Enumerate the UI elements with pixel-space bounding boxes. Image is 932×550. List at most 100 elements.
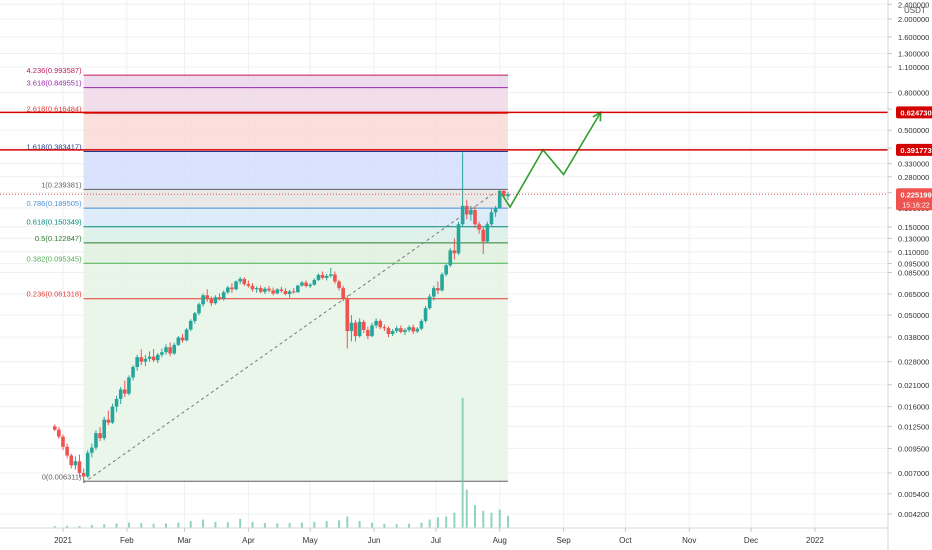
fib-zone bbox=[83, 151, 508, 190]
candle-body bbox=[193, 313, 197, 321]
price-tick-label: 0.050000 bbox=[898, 311, 929, 320]
volume-bar bbox=[165, 523, 167, 528]
volume-bar bbox=[103, 524, 106, 528]
candle-body bbox=[316, 274, 321, 280]
candle-body bbox=[287, 291, 292, 295]
time-axis[interactable]: 2021 Feb Mar Apr May Jun Jul Aug Sep Oct Nov Dec 202… bbox=[0, 527, 888, 545]
candle-body bbox=[160, 352, 164, 355]
volume-bar bbox=[490, 512, 493, 528]
volume-bar bbox=[115, 523, 118, 528]
candle-body bbox=[440, 274, 444, 291]
candle-body bbox=[258, 288, 263, 292]
volume-bar bbox=[66, 525, 69, 528]
candle-body bbox=[155, 354, 160, 361]
fibonacci-retracement[interactable]: 4.236(0.993587) 3.618(0.849551) 2.618(0.61… bbox=[27, 66, 508, 482]
candle-body bbox=[300, 282, 304, 286]
horizontal-level-badge bbox=[896, 106, 932, 119]
price-tick-label: 0.280000 bbox=[898, 173, 929, 182]
current-price-label: 0.225199 bbox=[900, 190, 931, 199]
horizontal-level-label: 0.624730 bbox=[900, 108, 931, 117]
price-tick-label: 0.004200 bbox=[898, 510, 929, 519]
volume-bar bbox=[152, 523, 155, 528]
volume-bar bbox=[358, 521, 361, 528]
price-badges: 0.624730 0.391773 0.225199 15:16:22 bbox=[896, 106, 932, 211]
candle-body bbox=[386, 328, 391, 335]
candle-countdown: 15:16:22 bbox=[902, 202, 929, 209]
candle-body bbox=[411, 327, 415, 332]
candle-body bbox=[106, 419, 111, 423]
candle-body bbox=[275, 289, 280, 294]
candle-body bbox=[52, 426, 57, 430]
candle-body bbox=[460, 205, 465, 225]
candle-body bbox=[139, 357, 144, 362]
candle-body bbox=[378, 320, 383, 328]
volume-bar bbox=[276, 523, 279, 528]
volume-bar bbox=[506, 515, 509, 528]
candle-body bbox=[390, 331, 395, 335]
time-tick-label: Jul bbox=[431, 536, 441, 545]
candle-body bbox=[57, 429, 61, 437]
volume-bar bbox=[263, 523, 266, 528]
current-price-badge bbox=[896, 188, 932, 211]
price-tick-label: 1.600000 bbox=[898, 33, 929, 42]
time-tick-label: Mar bbox=[178, 536, 192, 545]
candle-body bbox=[320, 274, 325, 278]
time-tick-label: Sep bbox=[556, 536, 571, 545]
fib-level-label: 1(0.239381) bbox=[41, 180, 82, 189]
candle-body bbox=[226, 287, 230, 293]
candle-body bbox=[176, 337, 181, 345]
fib-zone bbox=[83, 189, 508, 209]
volume-bar bbox=[371, 522, 373, 528]
candle-body bbox=[357, 321, 362, 337]
price-tick-label: 0.330000 bbox=[898, 160, 929, 169]
time-tick-label: Apr bbox=[242, 536, 255, 545]
candle-body bbox=[399, 328, 403, 333]
candle-body bbox=[394, 328, 399, 332]
volume-bar bbox=[288, 523, 291, 528]
price-tick-label: 0.800000 bbox=[898, 89, 929, 98]
volume-bars bbox=[53, 398, 509, 528]
price-tick-label: 0.007000 bbox=[898, 469, 929, 478]
candle-body bbox=[403, 330, 407, 333]
candle-body bbox=[143, 358, 148, 362]
candle-body bbox=[324, 275, 329, 278]
price-tick-label: 0.005400 bbox=[898, 490, 929, 499]
volume-bar bbox=[453, 512, 456, 528]
horizontal-level-badge bbox=[896, 143, 932, 156]
candle-body bbox=[184, 329, 189, 341]
price-tick-label: 0.150000 bbox=[898, 223, 929, 232]
fib-level-label: 4.236(0.993587) bbox=[27, 66, 83, 75]
candle-body bbox=[469, 210, 473, 215]
volume-bar bbox=[383, 523, 386, 528]
candle-body bbox=[407, 327, 411, 331]
time-tick-label: 2022 bbox=[806, 536, 824, 545]
time-tick-label: Feb bbox=[120, 536, 134, 545]
fib-zone bbox=[83, 226, 508, 243]
candle-body bbox=[473, 210, 477, 225]
candle-body bbox=[374, 320, 378, 326]
candle-body bbox=[296, 285, 300, 293]
price-tick-label: 0.130000 bbox=[898, 234, 929, 243]
candle-body bbox=[436, 288, 440, 291]
fib-zone bbox=[83, 263, 508, 299]
candle-body bbox=[69, 455, 74, 466]
candle-body bbox=[127, 377, 131, 394]
volume-bar bbox=[202, 519, 205, 528]
candle-body bbox=[217, 297, 222, 299]
price-tick-label: 0.500000 bbox=[898, 126, 929, 135]
candle-body bbox=[234, 281, 238, 290]
candle-body bbox=[90, 447, 94, 453]
candle-body bbox=[452, 250, 457, 254]
candle-body bbox=[291, 291, 296, 293]
candle-body bbox=[131, 366, 135, 378]
volume-bar bbox=[498, 509, 501, 528]
time-tick-label: Aug bbox=[493, 536, 507, 545]
candle-body bbox=[201, 295, 205, 305]
volume-bar bbox=[53, 526, 56, 528]
price-axis[interactable]: USDT 2.400000 2.000000 1.600000 1.300000 1.1… bbox=[887, 0, 929, 550]
candle-body bbox=[118, 389, 123, 399]
fib-level-label: 0.236(0.061318) bbox=[27, 290, 83, 299]
horizontal-levels[interactable] bbox=[0, 111, 888, 151]
candle-body bbox=[444, 265, 448, 275]
